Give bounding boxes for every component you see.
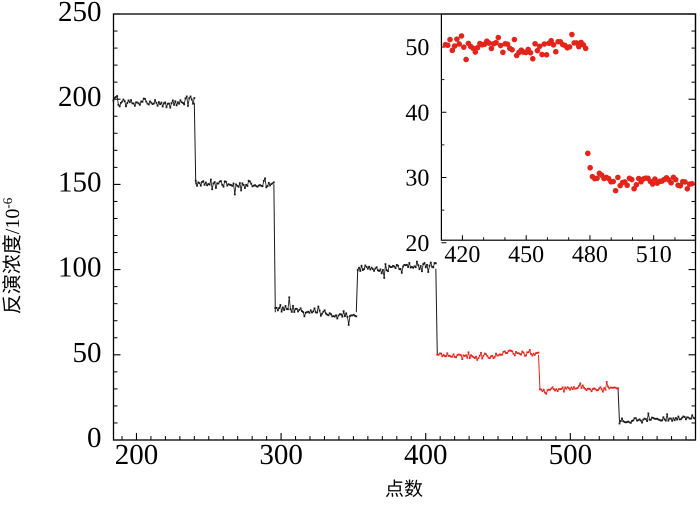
- svg-text:反演浓度/10-6: 反演浓度/10-6: [0, 197, 24, 314]
